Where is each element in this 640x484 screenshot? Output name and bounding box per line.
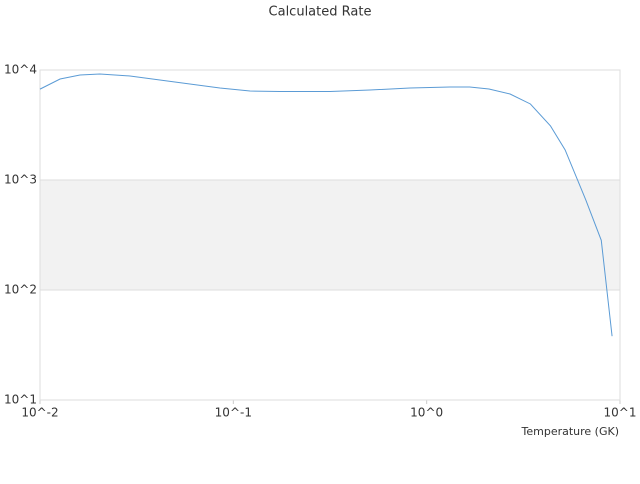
x-axis-label: Temperature (GK) bbox=[521, 425, 620, 438]
line-series bbox=[39, 73, 613, 337]
grid-band bbox=[40, 180, 620, 290]
chart-title: Calculated Rate bbox=[269, 5, 372, 20]
x-tick-label: 10^1 bbox=[604, 406, 637, 420]
x-tick-label: 10^0 bbox=[410, 406, 443, 420]
x-tick-label: 10^-1 bbox=[215, 406, 252, 420]
y-tick-label: 10^2 bbox=[4, 283, 37, 297]
x-tick-label: 10^-2 bbox=[21, 406, 58, 420]
y-tick-label: 10^4 bbox=[4, 63, 37, 77]
y-tick-label: 10^3 bbox=[4, 173, 37, 187]
y-tick-label: 10^1 bbox=[4, 393, 37, 407]
plot-frame bbox=[39, 69, 621, 401]
